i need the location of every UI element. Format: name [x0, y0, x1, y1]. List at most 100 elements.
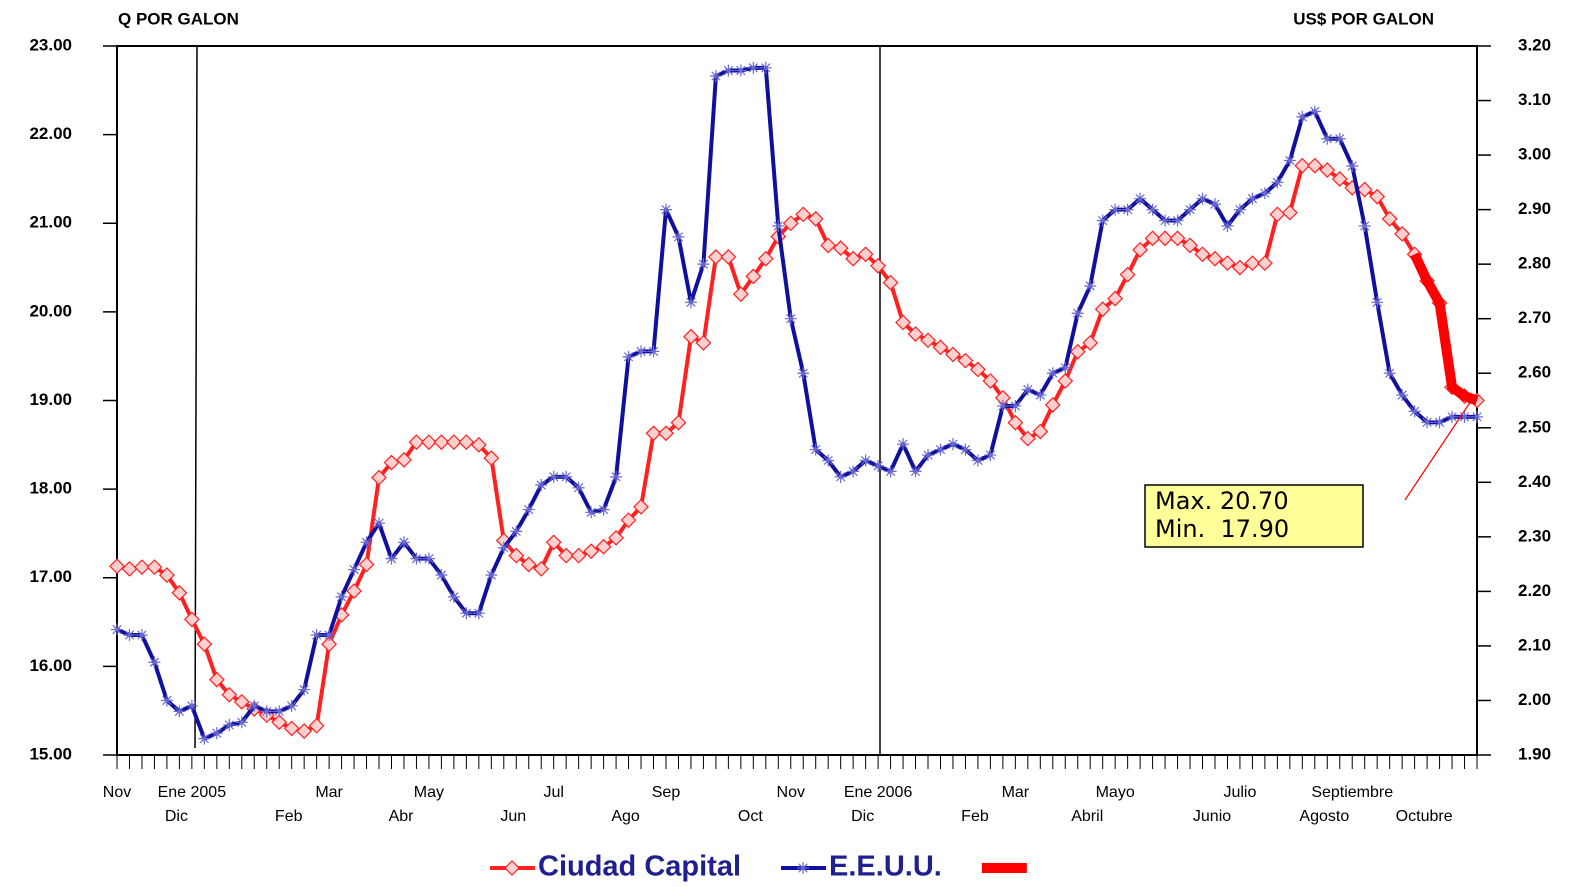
y2-axis-label: US$ POR GALON	[1293, 9, 1434, 28]
series-line	[116, 65, 1477, 741]
point	[620, 512, 637, 529]
point	[797, 862, 810, 874]
point	[146, 559, 163, 576]
y-tick-label: 18.00	[29, 479, 72, 498]
point	[1121, 203, 1134, 216]
point	[595, 538, 612, 555]
point	[572, 481, 585, 494]
point	[1371, 296, 1384, 309]
point	[1308, 105, 1321, 118]
point	[198, 732, 211, 745]
y-tick-label: 23.00	[29, 35, 72, 54]
year-divider	[194, 45, 198, 749]
point	[134, 559, 150, 576]
point	[1194, 246, 1211, 263]
x-tick-label: May	[414, 784, 444, 801]
point	[1196, 192, 1209, 205]
y-tick-label: 20.00	[29, 301, 72, 320]
point	[1232, 259, 1248, 276]
point	[1296, 110, 1309, 123]
point	[772, 219, 785, 232]
point	[1107, 290, 1124, 307]
point	[346, 583, 362, 599]
point	[845, 250, 862, 267]
point	[545, 534, 562, 551]
point	[971, 454, 984, 467]
point	[982, 373, 999, 389]
point	[1233, 203, 1246, 216]
point	[396, 451, 412, 468]
point	[248, 699, 261, 712]
point	[1109, 203, 1122, 216]
y2-tick-label: 2.70	[1518, 308, 1551, 327]
point	[1281, 204, 1298, 221]
point	[585, 506, 598, 519]
point	[296, 723, 313, 739]
annotation-text: Min. 17.90	[1155, 515, 1289, 543]
point	[310, 629, 323, 642]
point	[1446, 410, 1459, 423]
point	[884, 465, 897, 478]
x-tick-label: Ene 2006	[844, 784, 913, 801]
point	[759, 61, 772, 74]
point	[757, 250, 774, 267]
point	[196, 636, 213, 653]
point	[1057, 373, 1074, 389]
point	[1071, 307, 1084, 320]
x-tick-label: Dic	[851, 808, 874, 825]
point	[123, 629, 136, 642]
point	[1157, 230, 1173, 247]
point	[1171, 214, 1184, 227]
series-line	[116, 163, 1478, 734]
point	[410, 552, 423, 565]
point	[722, 64, 735, 77]
point	[1019, 430, 1036, 447]
point	[335, 590, 348, 603]
point	[121, 560, 138, 577]
point	[957, 352, 974, 369]
point	[570, 547, 587, 564]
point	[1346, 159, 1359, 172]
point	[1319, 162, 1336, 178]
x-tick-label: Abril	[1071, 808, 1103, 825]
x-tick-label: Mar	[315, 784, 343, 801]
point	[445, 434, 462, 451]
point	[348, 563, 361, 576]
point	[470, 436, 487, 453]
point	[922, 449, 935, 462]
point	[298, 683, 311, 696]
point	[1306, 157, 1323, 174]
x-tick-label: Jun	[500, 808, 526, 825]
point	[360, 536, 373, 549]
point	[870, 257, 887, 274]
point	[1169, 230, 1186, 247]
point	[283, 720, 300, 737]
point	[1069, 343, 1086, 360]
point	[1208, 198, 1221, 211]
point	[308, 717, 325, 734]
point	[1059, 361, 1072, 374]
arrow-head	[1466, 395, 1475, 404]
point	[1119, 266, 1136, 283]
point	[1182, 237, 1198, 254]
point	[358, 556, 375, 573]
point	[1219, 255, 1236, 272]
point	[932, 339, 949, 356]
y2-tick-label: 2.80	[1518, 254, 1551, 273]
x-tick-label: Julio	[1223, 784, 1256, 801]
point	[447, 590, 460, 603]
point	[421, 434, 437, 451]
point	[658, 425, 674, 442]
point	[1356, 181, 1373, 198]
point	[535, 479, 548, 492]
point	[533, 560, 550, 577]
point	[508, 547, 525, 564]
x-tick-label: Mayo	[1096, 784, 1135, 801]
x-tick-label: Oct	[738, 808, 763, 825]
point	[645, 425, 662, 442]
point	[583, 543, 600, 560]
point	[996, 399, 1009, 412]
point	[847, 465, 860, 478]
x-tick-label: Octubre	[1396, 808, 1453, 825]
point	[1146, 203, 1159, 216]
